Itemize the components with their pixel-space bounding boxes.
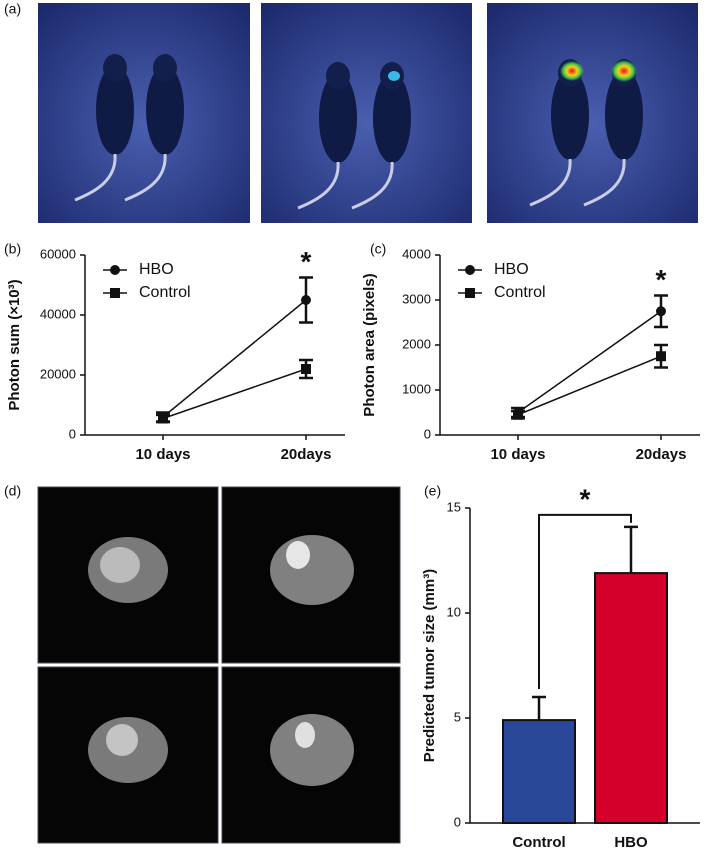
marker xyxy=(465,265,475,275)
y-tick-label: 40000 xyxy=(40,306,76,321)
y-tick-label: 0 xyxy=(454,814,461,829)
marker xyxy=(158,413,168,424)
marker xyxy=(110,288,120,298)
y-tick-label: 3000 xyxy=(402,291,431,306)
x-tick-label: 10 days xyxy=(490,446,545,463)
marker xyxy=(110,265,120,275)
series-line xyxy=(162,299,307,418)
significance-mark: * xyxy=(656,264,667,295)
imaging-panel xyxy=(38,3,698,223)
error-bar xyxy=(532,695,546,721)
panel-label: (a) xyxy=(4,1,21,17)
y-axis-label: Predicted tumor size (mm³) xyxy=(421,569,438,762)
legend-label: Control xyxy=(139,284,191,301)
y-tick-label: 0 xyxy=(424,426,431,441)
x-tick-label: 20days xyxy=(281,446,332,463)
legend-label: HBO xyxy=(139,261,174,278)
y-tick-label: 20000 xyxy=(40,366,76,381)
marker xyxy=(513,409,523,420)
y-tick-label: 15 xyxy=(447,499,461,514)
significance-mark: * xyxy=(301,246,312,277)
error-bar xyxy=(624,525,638,574)
marker xyxy=(656,306,666,317)
panel-label: (e) xyxy=(424,483,441,499)
series-line xyxy=(162,368,307,420)
panel-label: (b) xyxy=(4,241,21,257)
bar xyxy=(502,719,576,824)
marker xyxy=(301,295,311,305)
y-tick-label: 10 xyxy=(447,604,461,619)
mri-panel xyxy=(37,486,401,844)
significance-mark: * xyxy=(580,483,591,514)
x-tick-label: Control xyxy=(512,834,565,851)
marker xyxy=(656,351,666,362)
series-line xyxy=(517,310,662,414)
y-tick-label: 5 xyxy=(454,709,461,724)
y-tick-label: 0 xyxy=(69,426,76,441)
y-axis-label: Photon sum (×10³) xyxy=(6,279,23,410)
marker xyxy=(465,288,475,298)
y-tick-label: 1000 xyxy=(402,381,431,396)
panel-label: (c) xyxy=(370,241,386,257)
y-tick-label: 4000 xyxy=(402,246,431,261)
y-tick-label: 2000 xyxy=(402,336,431,351)
y-axis-label: Photon area (pixels) xyxy=(361,273,378,416)
x-tick-label: 20days xyxy=(636,446,687,463)
x-tick-label: HBO xyxy=(614,834,648,851)
legend-label: HBO xyxy=(494,261,529,278)
panel-label: (d) xyxy=(4,483,21,499)
marker xyxy=(301,364,311,374)
bar xyxy=(594,572,668,824)
x-tick-label: 10 days xyxy=(135,446,190,463)
significance-bracket xyxy=(538,513,632,689)
series-line xyxy=(517,355,662,416)
y-tick-label: 60000 xyxy=(40,246,76,261)
legend-label: Control xyxy=(494,284,546,301)
